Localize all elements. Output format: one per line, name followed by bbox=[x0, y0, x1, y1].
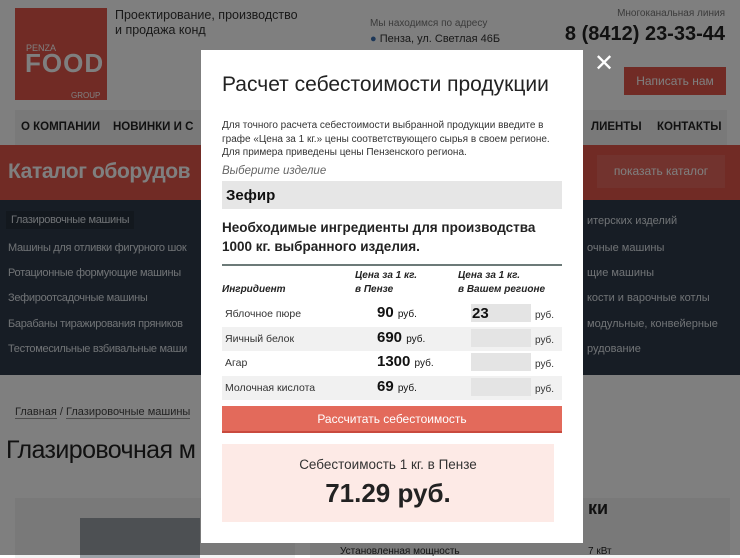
product-select-label: Выберите изделие bbox=[222, 165, 327, 177]
region-price-input[interactable] bbox=[471, 304, 531, 322]
result-value: 71.29 руб. bbox=[325, 478, 451, 508]
region-price-input[interactable] bbox=[471, 353, 531, 371]
modal-title: Расчет себестоимости продукции bbox=[222, 73, 549, 96]
ingredient-row: Агар 1300 руб. руб. bbox=[225, 353, 555, 371]
close-icon[interactable]: ✕ bbox=[594, 50, 615, 77]
result-label: Себестоимость 1 кг. в Пензе bbox=[299, 457, 477, 472]
region-price-input[interactable] bbox=[471, 378, 531, 396]
col-penza-price: Цена за 1 кг. в Пензе bbox=[355, 270, 418, 295]
ingredient-row: Молочная кислота 69 руб. руб. bbox=[222, 376, 562, 400]
col-ingredient: Ингридиент bbox=[222, 284, 286, 295]
result-box: Себестоимость 1 кг. в Пензе 71.29 руб. bbox=[222, 444, 554, 522]
ingredients-heading: Необходимые ингредиенты для производства… bbox=[222, 218, 562, 266]
calculate-button[interactable]: Рассчитать себестоимость bbox=[222, 406, 562, 433]
region-price-input[interactable] bbox=[471, 329, 531, 347]
col-region-price: Цена за 1 кг. в Вашем регионе bbox=[458, 270, 546, 295]
ingredient-row: Яичный белок 690 руб. руб. bbox=[222, 327, 562, 351]
cost-calculator-modal: Расчет себестоимости продукции Для точно… bbox=[201, 50, 583, 543]
ingredient-row: Яблочное пюре 90 руб. руб. bbox=[222, 302, 562, 326]
product-select[interactable]: Зефир bbox=[222, 181, 562, 209]
modal-intro: Для точного расчета себестоимости выбран… bbox=[222, 120, 550, 158]
